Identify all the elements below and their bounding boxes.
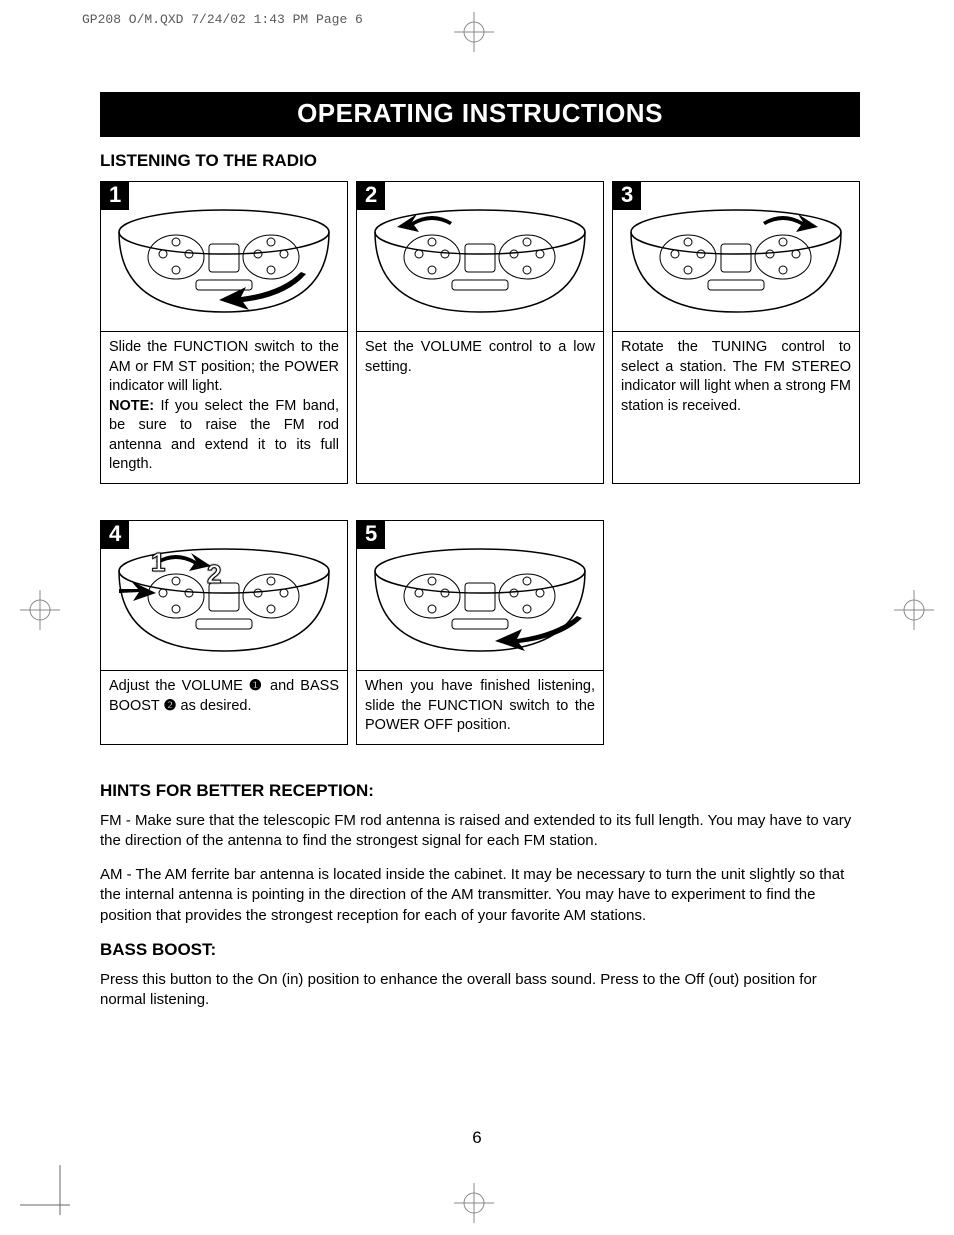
crop-mark-bottom <box>454 1183 494 1223</box>
page-title: OPERATING INSTRUCTIONS <box>100 92 860 137</box>
step-1: 1 Slide the FUNCTION switch <box>100 181 348 484</box>
step-5-image: 5 <box>357 521 603 671</box>
crop-mark-right <box>894 590 934 630</box>
step-1-text: Slide the FUNCTION switch to the AM or F… <box>101 332 347 483</box>
step-5: 5 When you have finished listening, s <box>356 520 604 745</box>
step-2: 2 Set the VOLUME control to a low set <box>356 181 604 484</box>
step-4: 4 1 2 Adjust <box>100 520 348 745</box>
section-hints: HINTS FOR BETTER RECEPTION: <box>100 781 860 801</box>
steps-row-1: 1 Slide the FUNCTION switch <box>100 181 860 484</box>
step-2-image: 2 <box>357 182 603 332</box>
page-number: 6 <box>0 1128 954 1148</box>
callout-1: 1 <box>151 547 165 578</box>
steps-row-2: 4 1 2 Adjust <box>100 520 860 745</box>
step-2-text: Set the VOLUME control to a low setting. <box>357 332 603 392</box>
step-3-image: 3 <box>613 182 859 332</box>
step-4-text: Adjust the VOLUME ❶ and BASS BOOST ❷ as … <box>101 671 347 731</box>
file-header: GP208 O/M.QXD 7/24/02 1:43 PM Page 6 <box>82 12 363 27</box>
step-3: 3 Rotate the TUNING control to select <box>612 181 860 484</box>
step-1-image: 1 <box>101 182 347 332</box>
section-listening: LISTENING TO THE RADIO <box>100 151 860 171</box>
hints-fm-text: FM - Make sure that the telescopic FM ro… <box>100 811 860 852</box>
bass-text: Press this button to the On (in) positio… <box>100 970 860 1011</box>
step-5-text: When you have finished listening, slide … <box>357 671 603 744</box>
crop-mark-top <box>454 12 494 52</box>
page-content: OPERATING INSTRUCTIONS LISTENING TO THE … <box>100 92 860 1024</box>
corner-mark <box>20 1165 70 1215</box>
step-4-image: 4 1 2 <box>101 521 347 671</box>
step-3-text: Rotate the TUNING control to select a st… <box>613 332 859 424</box>
callout-2: 2 <box>207 559 221 590</box>
section-bass: BASS BOOST: <box>100 940 860 960</box>
crop-mark-left <box>20 590 60 630</box>
hints-am-text: AM - The AM ferrite bar antenna is locat… <box>100 865 860 926</box>
